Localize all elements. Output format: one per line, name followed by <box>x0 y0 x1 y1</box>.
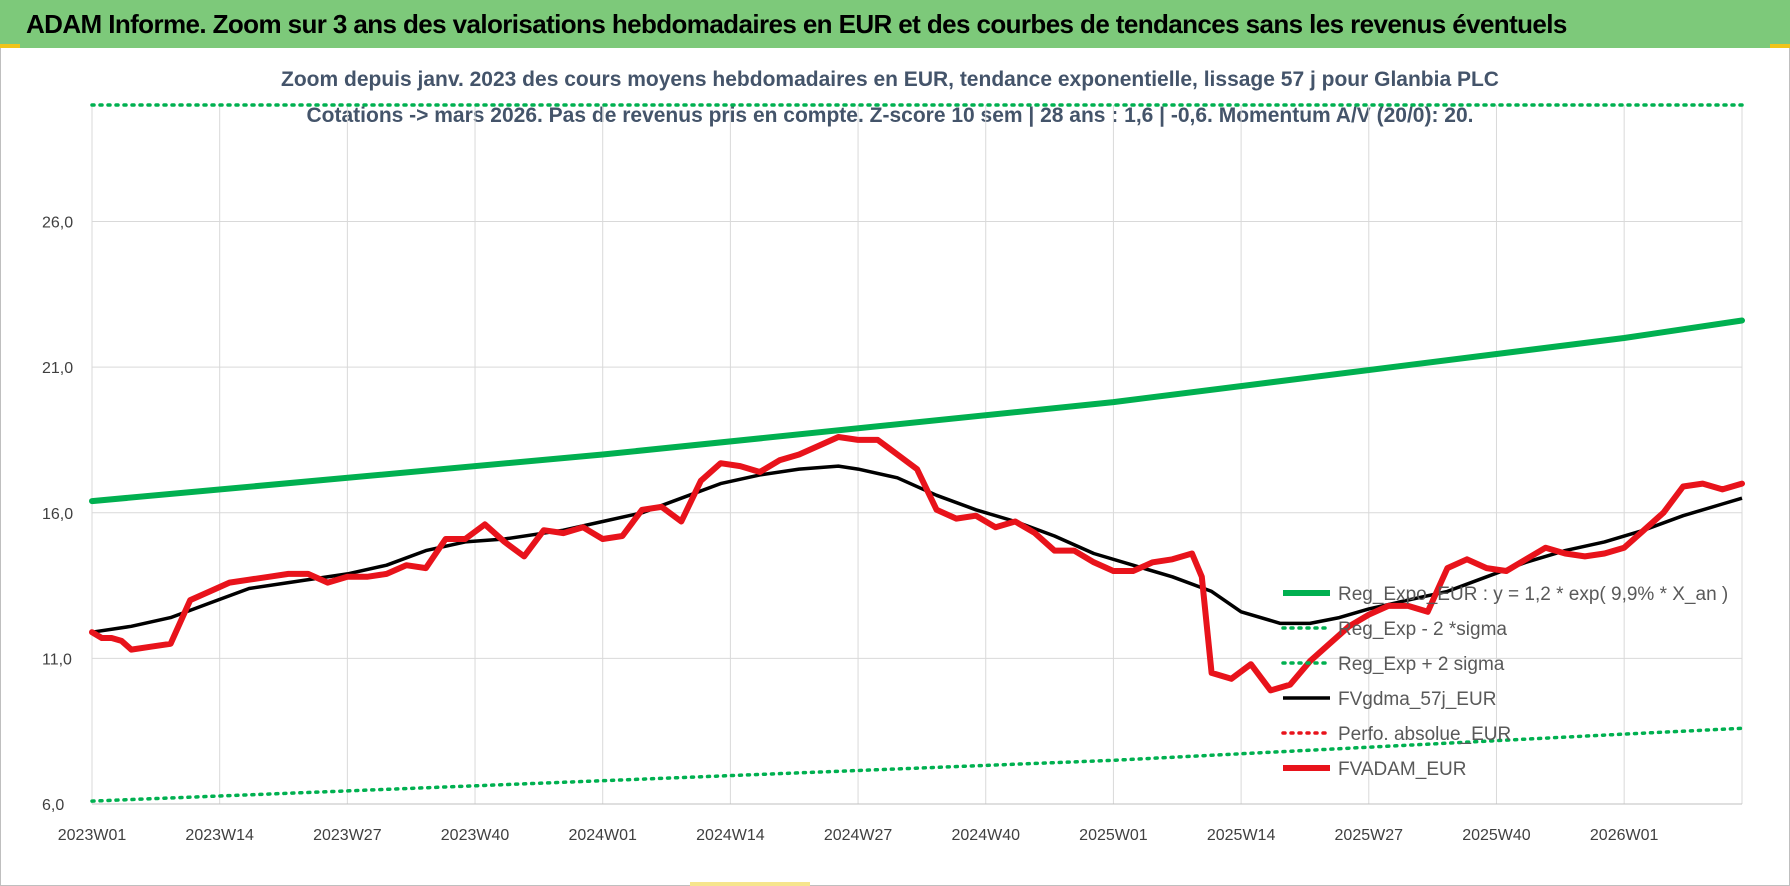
legend-entry: FVADAM_EUR <box>1338 759 1466 780</box>
bottom-accent <box>690 882 810 886</box>
y-tick-label: 21,0 <box>42 360 73 377</box>
x-tick-label: 2025W14 <box>1207 827 1276 844</box>
y-tick-label: 6,0 <box>42 797 64 814</box>
title-banner: ADAM Informe. Zoom sur 3 ans des valoris… <box>0 0 1790 48</box>
x-tick-label: 2023W27 <box>313 827 382 844</box>
y-tick-label: 16,0 <box>42 506 73 523</box>
chart-subtitle-line2: Cotations -> mars 2026. Pas de revenus p… <box>307 104 1474 127</box>
banner-accent-right <box>1770 44 1790 48</box>
x-tick-label: 2025W01 <box>1079 827 1148 844</box>
x-tick-label: 2024W40 <box>952 827 1021 844</box>
y-tick-label: 11,0 <box>42 651 72 668</box>
series-line-0 <box>89 317 1745 505</box>
legend-entry: FVgdma_57j_EUR <box>1338 689 1496 710</box>
legend-entry: Reg_Exp - 2 *sigma <box>1338 619 1507 640</box>
x-tick-label: 2024W01 <box>568 827 637 844</box>
series-line-5 <box>89 434 1745 694</box>
legend: Reg_Expo_EUR : y = 1,2 * exp( 9,9% * X_a… <box>1281 584 1728 780</box>
x-tick-label: 2024W14 <box>696 827 765 844</box>
x-tick-label: 2024W27 <box>824 827 893 844</box>
x-tick-label: 2023W01 <box>58 827 127 844</box>
x-tick-label: 2023W40 <box>441 827 510 844</box>
x-tick-label: 2023W14 <box>185 827 254 844</box>
x-tick-label: 2026W01 <box>1590 827 1659 844</box>
legend-entry: Perfo. absolue_EUR <box>1338 724 1511 745</box>
series-line-3 <box>91 464 1743 634</box>
grid-lines <box>91 105 1743 805</box>
legend-entry: Reg_Exp + 2 sigma <box>1338 654 1505 675</box>
legend-entry: Reg_Expo_EUR : y = 1,2 * exp( 9,9% * X_a… <box>1338 584 1728 605</box>
banner-accent-left <box>0 44 20 48</box>
x-tick-label: 2025W40 <box>1462 827 1531 844</box>
y-tick-label: 26,0 <box>42 215 73 232</box>
x-tick-label: 2025W27 <box>1335 827 1404 844</box>
chart-subtitle-line1: Zoom depuis janv. 2023 des cours moyens … <box>281 68 1499 91</box>
axes: 6,0 11,0 16,0 21,0 26,0 2023W01 2023W14 2023W27… <box>42 215 1742 844</box>
series-lines <box>89 103 1745 803</box>
banner-title: ADAM Informe. Zoom sur 3 ans des valoris… <box>26 9 1567 39</box>
